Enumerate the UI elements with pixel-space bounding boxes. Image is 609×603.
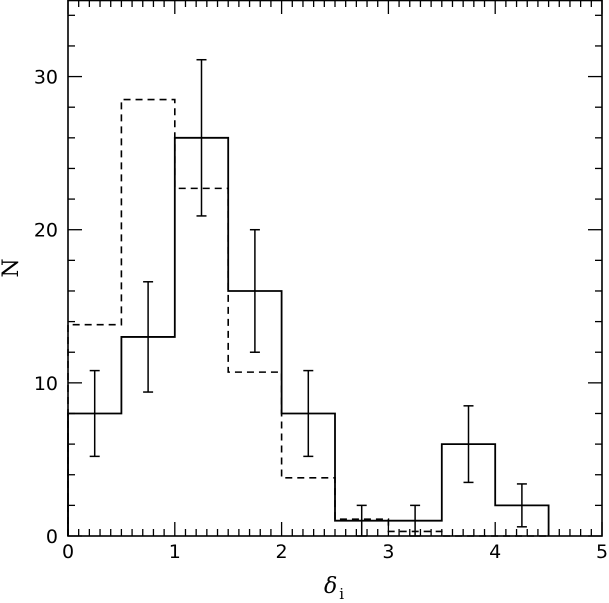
tick-labels: 0 1 2 3 4 5 0 10 20 30 [34,67,608,563]
x-tick-label: 5 [596,541,608,563]
x-tick-label: 0 [62,541,74,563]
dashed-histogram [67,98,549,537]
axis-ticks [67,0,603,537]
y-tick-label: 30 [34,67,58,89]
error-bar [89,369,100,458]
x-axis-label-symbol: δ [324,574,337,599]
solid-series-line [67,136,550,536]
error-bar [249,228,260,353]
error-bar [303,369,314,458]
error-bar [196,58,207,217]
y-tick-label: 0 [46,526,58,548]
x-tick-label: 1 [169,541,181,563]
dashed-series-line [67,98,549,537]
error-bar [410,504,421,537]
x-tick-label: 3 [382,541,394,563]
x-axis-label-subscript: i [339,585,344,603]
x-tick-label: 2 [276,541,288,563]
error-bar [143,281,154,393]
error-bar [356,504,367,537]
y-axis-label: N [0,258,24,277]
error-bar [463,405,474,484]
error-bars [89,58,527,537]
solid-histogram [67,136,550,536]
x-tick-label: 4 [489,541,501,563]
error-bar [516,483,527,528]
y-tick-label: 10 [34,373,58,395]
y-tick-label: 20 [34,220,58,242]
